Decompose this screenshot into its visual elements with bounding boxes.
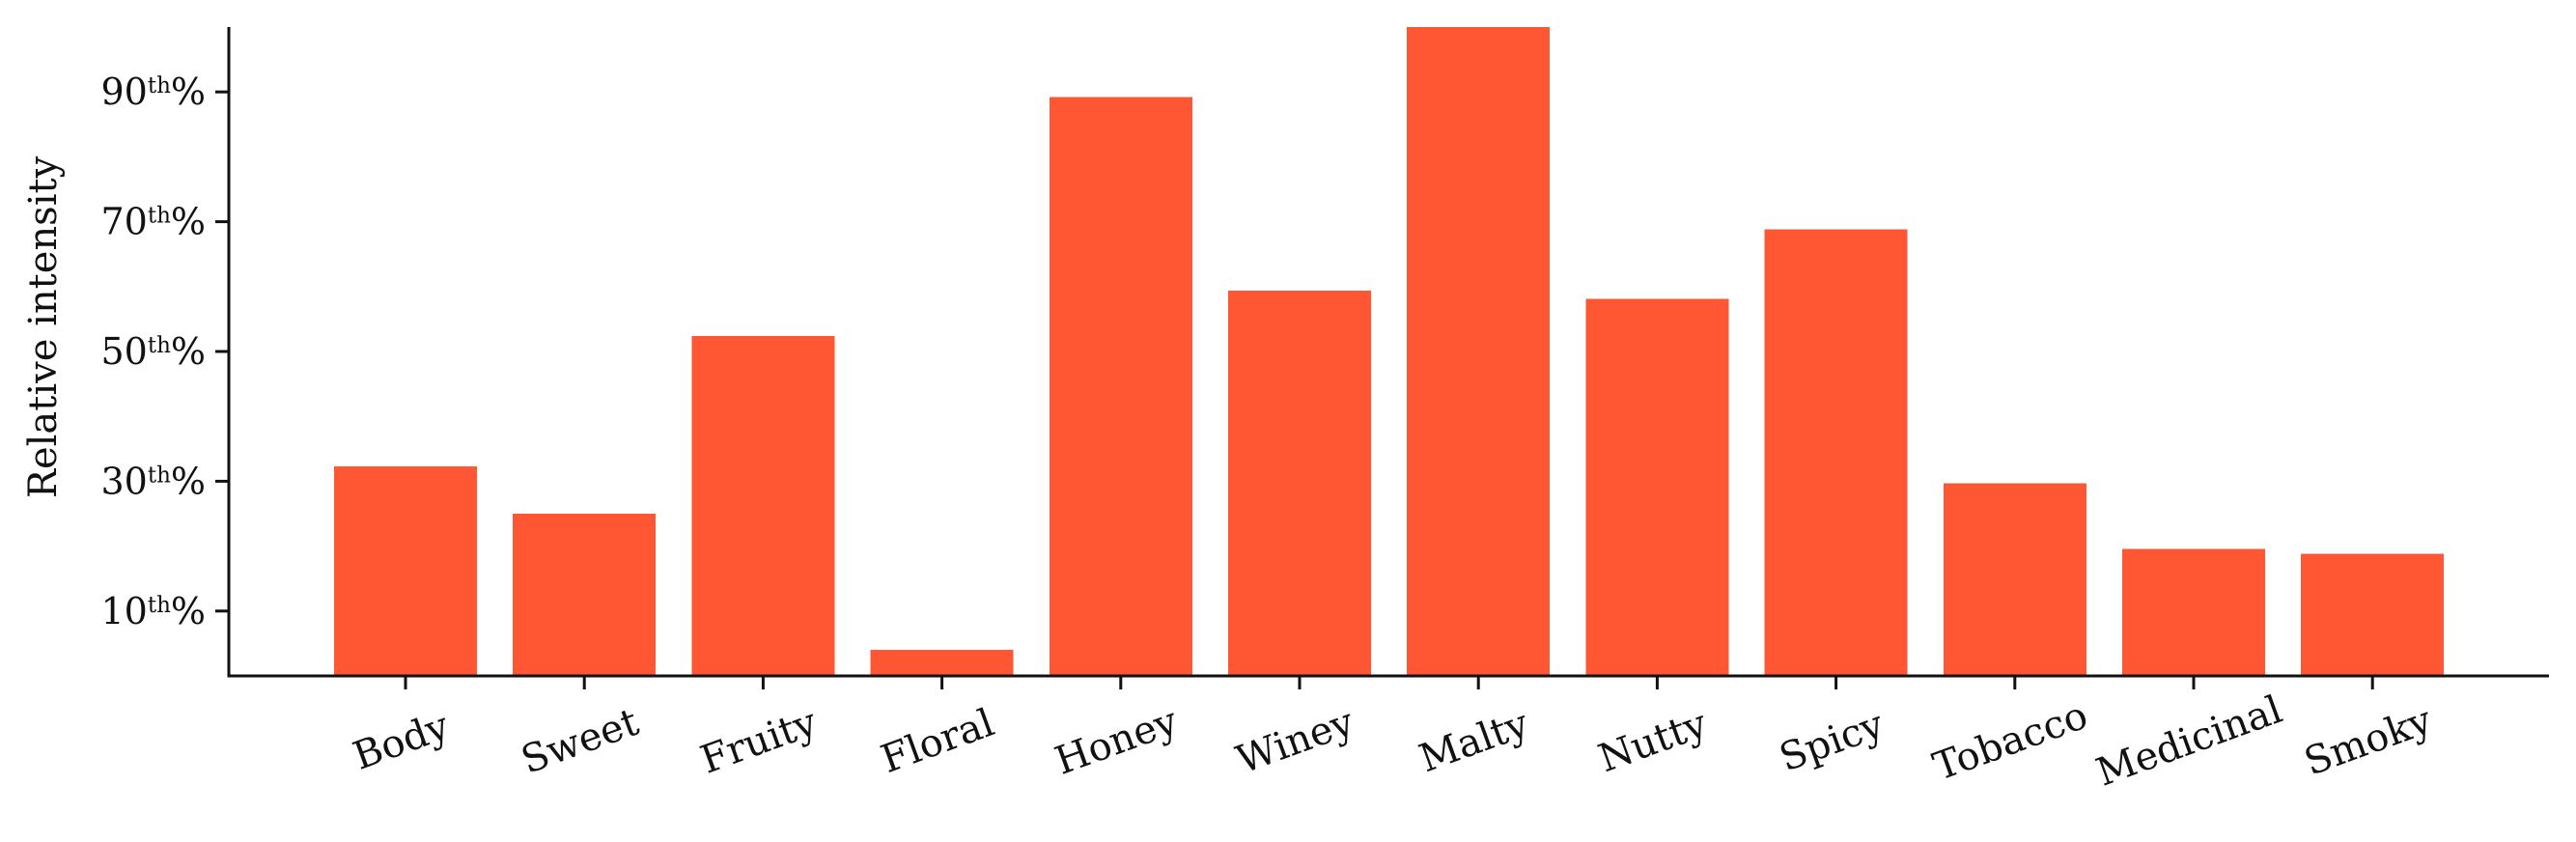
- x-tick-label: Spicy: [1774, 702, 1890, 780]
- bars-layer: [334, 27, 2445, 677]
- bar-honey: [1049, 97, 1192, 677]
- y-tick-label: 90th%: [100, 70, 206, 113]
- x-tick-label: Smoky: [2299, 698, 2438, 785]
- y-axis-title: Relative intensity: [21, 155, 66, 498]
- bar-body: [334, 465, 477, 676]
- bar-smoky: [2301, 553, 2445, 676]
- x-tick-label: Tobacco: [1927, 693, 2093, 790]
- x-tick-label: Medicinal: [2090, 688, 2287, 796]
- y-tick-label: 10th%: [100, 590, 206, 632]
- x-tick-label: Honey: [1050, 699, 1184, 784]
- bar-spicy: [1764, 229, 1908, 676]
- bar-sweet: [513, 514, 657, 676]
- x-tick-label: Fruity: [695, 700, 824, 783]
- x-tick-label: Floral: [876, 701, 1000, 782]
- bar-nutty: [1585, 298, 1729, 676]
- y-tick-label: 50th%: [100, 330, 206, 373]
- y-tick-label: 30th%: [100, 460, 206, 502]
- x-tick-label: Winey: [1231, 700, 1360, 783]
- x-tick-label: Nutty: [1593, 701, 1714, 781]
- x-tick-label: Sweet: [516, 700, 644, 783]
- x-ticks: Body Sweet Fruity Floral Honey Winey Malty Nutt…: [348, 676, 2438, 796]
- bar-floral: [870, 650, 1014, 676]
- bar-fruity: [691, 335, 835, 676]
- bar-malty: [1407, 27, 1551, 676]
- bar-tobacco: [1943, 483, 2086, 676]
- bar-winey: [1228, 290, 1371, 676]
- bar-medicinal: [2122, 548, 2265, 676]
- x-tick-label: Malty: [1414, 701, 1534, 781]
- y-ticks: 10th% 30th% 50th% 70th% 90th%: [100, 70, 229, 632]
- y-tick-label: 70th%: [100, 201, 206, 243]
- x-tick-label: Body: [348, 704, 456, 779]
